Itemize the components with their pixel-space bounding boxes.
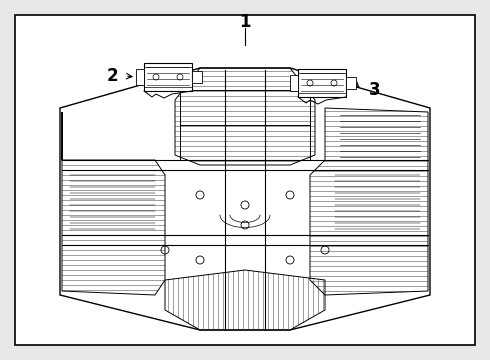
- Bar: [346, 77, 356, 89]
- Polygon shape: [60, 68, 430, 330]
- Text: 2: 2: [106, 67, 118, 85]
- Bar: [180, 90, 310, 160]
- Bar: [144, 63, 192, 91]
- Bar: [290, 75, 298, 91]
- Bar: [192, 71, 202, 83]
- Bar: [298, 69, 346, 97]
- Text: 1: 1: [239, 13, 251, 31]
- Bar: [136, 69, 144, 85]
- Text: 3: 3: [369, 81, 381, 99]
